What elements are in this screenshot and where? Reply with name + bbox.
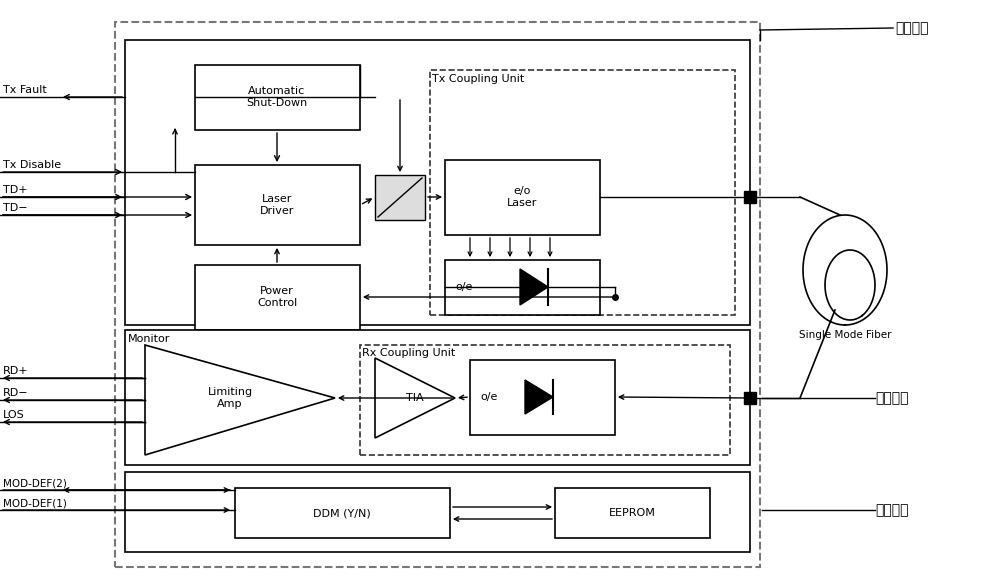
Text: 发送单元: 发送单元 — [895, 21, 928, 35]
Text: EEPROM: EEPROM — [609, 508, 655, 518]
Bar — [360, 345, 730, 455]
Text: RD+: RD+ — [3, 366, 29, 376]
Text: o/e: o/e — [480, 392, 497, 402]
Bar — [195, 265, 360, 330]
Polygon shape — [525, 380, 553, 414]
Text: MOD-DEF(1): MOD-DEF(1) — [3, 498, 67, 508]
Bar — [375, 175, 425, 220]
Text: Automatic
Shut-Down: Automatic Shut-Down — [246, 86, 308, 108]
Bar — [470, 360, 615, 435]
Polygon shape — [520, 269, 548, 305]
Text: Single Mode Fiber: Single Mode Fiber — [799, 330, 891, 340]
Polygon shape — [145, 345, 335, 455]
Text: Monitor: Monitor — [128, 334, 170, 344]
Text: Rx Coupling Unit: Rx Coupling Unit — [362, 348, 455, 358]
Bar — [555, 488, 710, 538]
Text: Power
Control: Power Control — [257, 286, 297, 308]
Bar — [430, 70, 735, 315]
Bar — [125, 40, 750, 325]
Bar — [115, 22, 760, 567]
Bar — [195, 165, 360, 245]
Bar — [125, 330, 750, 465]
Text: Tx Fault: Tx Fault — [3, 85, 47, 95]
Text: TIA: TIA — [406, 393, 424, 403]
Text: o/e: o/e — [455, 282, 472, 292]
Bar — [195, 65, 360, 130]
Bar — [235, 488, 450, 538]
Text: MOD-DEF(2): MOD-DEF(2) — [3, 478, 67, 488]
Text: Tx Disable: Tx Disable — [3, 160, 61, 170]
Text: DDM (Y/N): DDM (Y/N) — [313, 508, 371, 518]
Text: LOS: LOS — [3, 410, 25, 420]
Text: e/o
Laser: e/o Laser — [507, 186, 537, 208]
Text: Limiting
Amp: Limiting Amp — [207, 387, 253, 409]
Text: 控制单元: 控制单元 — [875, 503, 908, 517]
Polygon shape — [375, 358, 455, 438]
Text: RD−: RD− — [3, 388, 29, 398]
Text: 接收单元: 接收单元 — [875, 391, 908, 405]
Text: Tx Coupling Unit: Tx Coupling Unit — [432, 74, 524, 84]
Bar — [445, 260, 600, 315]
Text: TD−: TD− — [3, 203, 28, 213]
Bar — [445, 160, 600, 235]
Bar — [125, 472, 750, 552]
Text: Laser
Driver: Laser Driver — [260, 194, 294, 216]
Text: TD+: TD+ — [3, 185, 28, 195]
